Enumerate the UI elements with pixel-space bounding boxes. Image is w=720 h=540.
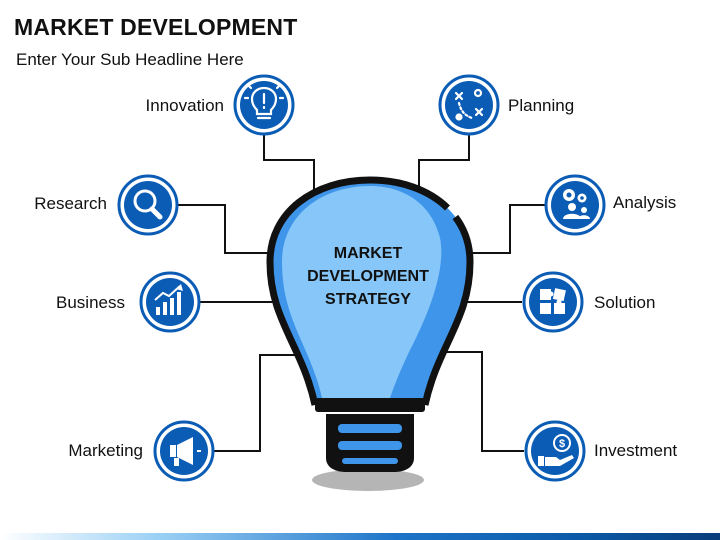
lightbulb-icon	[243, 84, 285, 120]
connector-research	[178, 204, 280, 254]
node-research	[117, 174, 179, 236]
svg-text:$: $	[559, 438, 565, 450]
megaphone-icon	[170, 437, 201, 466]
connector-lines	[178, 133, 545, 452]
connector-marketing	[213, 354, 300, 452]
bottom-accent-bar	[0, 533, 720, 540]
page-title: MARKET DEVELOPMENT	[14, 14, 298, 40]
connector-planning	[418, 133, 470, 190]
label-solution: Solution	[594, 293, 656, 312]
label-innovation: Innovation	[145, 96, 224, 115]
gears-people-icon	[563, 189, 590, 219]
page-subtitle: Enter Your Sub Headline Here	[16, 50, 244, 69]
node-innovation	[233, 74, 295, 136]
strategy-plan-icon	[454, 88, 484, 121]
label-business: Business	[56, 293, 125, 312]
money-hand-icon: $	[538, 434, 574, 466]
connector-investment	[430, 351, 524, 452]
label-analysis: Analysis	[613, 193, 677, 212]
bulb-highlight	[282, 186, 442, 398]
node-solution	[522, 271, 584, 333]
lightbulb-graphic: MARKET DEVELOPMENT STRATEGY	[266, 176, 474, 491]
center-line-3: STRATEGY	[325, 291, 411, 308]
node-business	[139, 271, 201, 333]
bulb-shadow	[312, 469, 424, 491]
growth-chart-icon	[154, 284, 183, 315]
connector-innovation	[263, 133, 315, 195]
node-investment: $	[524, 420, 586, 482]
puzzle-icon	[540, 288, 566, 314]
node-analysis	[544, 174, 606, 236]
center-line-2: DEVELOPMENT	[307, 268, 429, 285]
node-planning	[438, 74, 500, 136]
label-investment: Investment	[594, 441, 678, 460]
label-planning: Planning	[508, 96, 575, 115]
connector-analysis	[460, 204, 545, 254]
bulb-outline	[266, 176, 474, 406]
bulb-neck	[315, 398, 425, 412]
label-marketing: Marketing	[68, 441, 143, 460]
magnifier-icon	[133, 189, 163, 220]
node-marketing	[153, 420, 215, 482]
label-research: Research	[34, 194, 107, 213]
center-line-1: MARKET	[334, 245, 403, 262]
